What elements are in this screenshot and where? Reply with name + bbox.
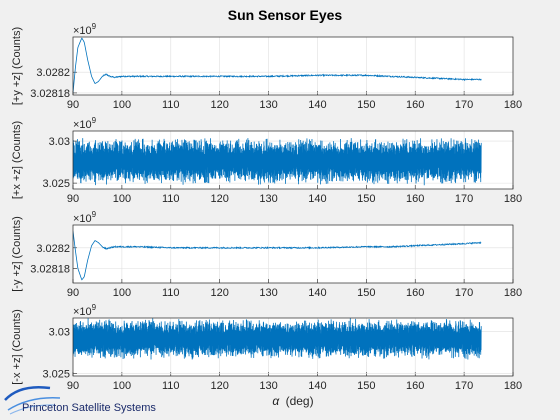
x-tick-label: 120 [210,380,228,392]
logo-text: Princeton Satellite Systems [22,402,156,414]
x-tick-label: 170 [455,287,473,299]
subplot-3: 90 100 110 120 130 140 150 160 170 180 3.02818 3.02… [11,210,522,299]
x-tick-label: 180 [504,193,522,205]
y-tick-label: 3.02818 [30,88,70,100]
series-line [73,318,482,360]
series-line [73,37,482,93]
subplot-1: 90 100 110 120 130 140 150 160 170 180 3.02818 3.02… [11,22,522,111]
x-tick-label: 130 [259,380,277,392]
y-exponent-label: ×109 [73,22,97,37]
x-tick-label: 160 [406,99,424,111]
x-tick-label: 90 [67,193,79,205]
x-tick-label: 160 [406,287,424,299]
x-tick-label: 100 [113,287,131,299]
x-tick-label: 160 [406,380,424,392]
x-tick-label: 100 [113,193,131,205]
axes-border [72,224,514,284]
x-tick-label: 90 [67,380,79,392]
series-line [73,231,482,281]
x-tick-label: 110 [162,380,180,392]
subplot-4: 90 100 110 120 130 140 150 160 170 180 3.025 3.03×1… [11,303,522,392]
x-tick-label: 180 [504,287,522,299]
x-tick-label: 180 [504,99,522,111]
x-tick-label: 100 [113,380,131,392]
x-tick-label: 170 [455,99,473,111]
y-tick-label: 3.02818 [30,264,70,276]
y-exponent-label: ×109 [73,303,97,318]
x-tick-label: 170 [455,193,473,205]
x-tick-label: 110 [162,287,180,299]
x-tick-label: 150 [357,193,375,205]
y-tick-label: 3.0282 [36,67,70,79]
y-tick-label: 3.025 [42,368,70,380]
axes-border [72,130,514,190]
logo-swoosh-icon [4,386,61,415]
x-axis-label: α (deg) [272,394,313,408]
y-axis-label: [-y +z] (Counts) [11,216,23,292]
y-exponent-label: ×109 [73,210,97,225]
axes-border [72,36,514,96]
x-tick-label: 90 [67,99,79,111]
x-axis-label-symbol: α [272,394,280,408]
axes-border [72,317,514,377]
x-tick-label: 130 [259,99,277,111]
y-tick-label: 3.03 [49,136,70,148]
x-tick-label: 120 [210,287,228,299]
y-axis-label: [+y +z] (Counts) [11,27,23,105]
x-axis-label-unit: (deg) [286,394,314,408]
y-tick-label: 3.025 [42,178,70,190]
x-tick-label: 160 [406,193,424,205]
y-exponent-label: ×109 [73,116,97,131]
x-tick-label: 180 [504,380,522,392]
axes-background [73,225,513,283]
x-tick-label: 140 [308,287,326,299]
psss-logo: Princeton Satellite Systems [4,386,156,415]
subplot-2: 90 100 110 120 130 140 150 160 170 180 3.025 3.03×1… [11,116,522,205]
x-tick-label: 100 [113,99,131,111]
x-tick-label: 150 [357,287,375,299]
x-tick-label: 90 [67,287,79,299]
axes-background [73,37,513,95]
figure-title: Sun Sensor Eyes [228,7,343,23]
x-tick-label: 140 [308,193,326,205]
y-axis-label: [+x +z] (Counts) [11,121,23,199]
x-tick-label: 130 [259,287,277,299]
x-tick-label: 120 [210,99,228,111]
y-axis-label: [-x +z] (Counts) [11,309,23,385]
x-tick-label: 120 [210,193,228,205]
x-tick-label: 170 [455,380,473,392]
x-tick-label: 140 [308,380,326,392]
x-tick-label: 110 [162,99,180,111]
x-tick-label: 110 [162,193,180,205]
x-tick-label: 150 [357,99,375,111]
series-line [73,138,482,186]
subplots: 90 100 110 120 130 140 150 160 170 180 3.02818 3.02… [11,22,522,392]
y-tick-label: 3.03 [49,326,70,338]
x-tick-label: 140 [308,99,326,111]
y-tick-label: 3.0282 [36,243,70,255]
x-tick-label: 150 [357,380,375,392]
x-tick-label: 130 [259,193,277,205]
